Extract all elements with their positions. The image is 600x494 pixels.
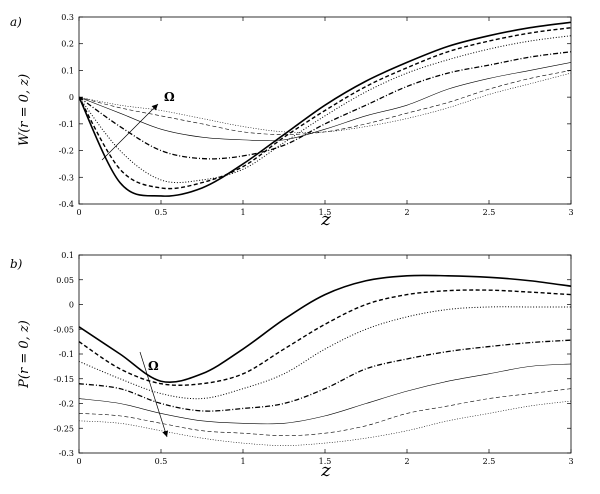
x-tick-label: 2: [404, 457, 409, 466]
omega-annotation: Ω: [164, 90, 175, 104]
panel-label: b): [10, 257, 23, 271]
x-tick-label: 2.5: [483, 208, 496, 217]
series-line-1: [79, 274, 571, 384]
y-tick-label: 0.1: [61, 66, 74, 75]
series-line-5: [79, 62, 571, 142]
y-tick-label: 0.05: [56, 276, 74, 285]
series-line-7: [79, 72, 571, 133]
y-tick-label: -0.1: [59, 350, 74, 359]
y-tick-label: -0.3: [59, 449, 74, 458]
x-tick-label: 0.5: [155, 208, 168, 217]
y-axis-label: W(r = 0, z): [17, 74, 32, 146]
x-tick-label: 3: [568, 457, 573, 466]
omega-annotation: Ω: [148, 359, 159, 373]
panel-a: 0 0.5 1 1.5 2 2.5 3 -0.4 -0.3 -0.2 -0.1 0 0.1 0.2 0.3 Ω…: [10, 13, 574, 230]
y-tick-label: 0.2: [61, 40, 74, 49]
x-axis-label: z: [320, 460, 331, 481]
series-line-3: [79, 35, 571, 184]
x-tick-label: 1.5: [319, 457, 332, 466]
series-line-5: [79, 363, 571, 425]
plot-frame: [78, 254, 572, 454]
omega-arrow: [139, 351, 168, 438]
omega-arrow: [101, 103, 159, 161]
series-line-2: [79, 26, 571, 190]
y-tick-label: 0.3: [61, 13, 74, 22]
x-tick-label: 0: [76, 457, 81, 466]
series-line-6: [79, 70, 571, 135]
y-tick-label: -0.2: [59, 147, 74, 156]
series-line-1: [79, 21, 571, 197]
y-tick-label: 0: [69, 301, 74, 310]
y-tick-label: -0.4: [59, 200, 74, 209]
x-tick-label: 0.5: [155, 457, 168, 466]
panel-label: a): [10, 15, 22, 29]
x-tick-label: 1.5: [319, 208, 332, 217]
series-line-7: [79, 400, 571, 446]
y-tick-label: 0: [69, 93, 74, 102]
x-tick-label: 2.5: [483, 457, 496, 466]
omega-arrow-head: [151, 104, 158, 111]
series-line-4: [79, 339, 571, 412]
x-axis-label: z: [320, 209, 331, 230]
x-tick-label: 0: [76, 208, 81, 217]
x-tick-label: 2: [404, 208, 409, 217]
y-tick-label: -0.25: [53, 424, 74, 433]
series-line-6: [79, 388, 571, 436]
series-line-4: [79, 51, 571, 160]
series-line-2: [79, 289, 571, 386]
y-tick-label: -0.2: [59, 400, 74, 409]
y-tick-label: -0.05: [53, 325, 74, 334]
y-tick-label: -0.15: [53, 375, 74, 384]
y-tick-label: 0.1: [61, 251, 74, 260]
y-axis-label: P(r = 0, z): [17, 320, 32, 389]
omega-arrow-head: [162, 430, 169, 437]
y-tick-label: -0.1: [59, 120, 74, 129]
x-tick-label: 3: [568, 208, 573, 217]
x-tick-label: 1: [240, 208, 245, 217]
y-tick-label: -0.3: [59, 173, 74, 182]
panel-b: 0 0.5 1 1.5 2 2.5 3 -0.3 -0.25 -0.2 -0.15 -0.1 -0.05…: [10, 251, 574, 481]
x-tick-label: 1: [240, 457, 245, 466]
series-line-3: [79, 306, 571, 400]
